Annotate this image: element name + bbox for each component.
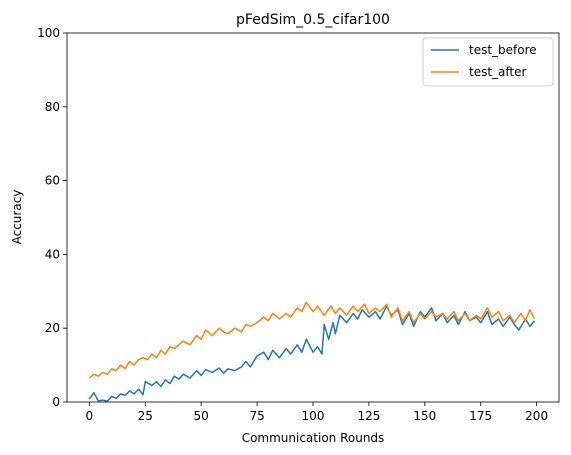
x-tick-label: 125 [357,409,380,423]
x-tick-label: 75 [249,409,264,423]
y-axis-label: Accuracy [10,190,24,245]
y-tick-label: 60 [45,174,60,188]
series-line-test-before [88,305,535,403]
legend: test_before test_after [422,37,554,87]
plot-area: 0 25 50 75 100 125 150 175 200 0 20 40 60 80 100 [37,26,560,423]
chart-title: pFedSim_0.5_cifar100 [236,12,390,28]
y-tick-label: 80 [45,100,60,114]
x-tick-label: 0 [86,409,94,423]
x-tick-label: 100 [302,409,325,423]
y-tick-label: 0 [52,395,60,409]
x-tick-label: 175 [469,409,492,423]
legend-label-test-after: test_after [469,65,527,79]
legend-label-test-before: test_before [469,43,537,57]
y-tick-label: 20 [45,321,60,335]
y-tick-label: 40 [45,247,60,261]
x-tick-label: 50 [194,409,209,423]
y-tick-label: 100 [37,26,60,40]
x-tick-label: 150 [413,409,436,423]
series-line-test-after [88,301,536,379]
x-tick-label: 25 [138,409,153,423]
x-axis-label: Communication Rounds [242,431,385,445]
x-tick-label: 200 [525,409,548,423]
